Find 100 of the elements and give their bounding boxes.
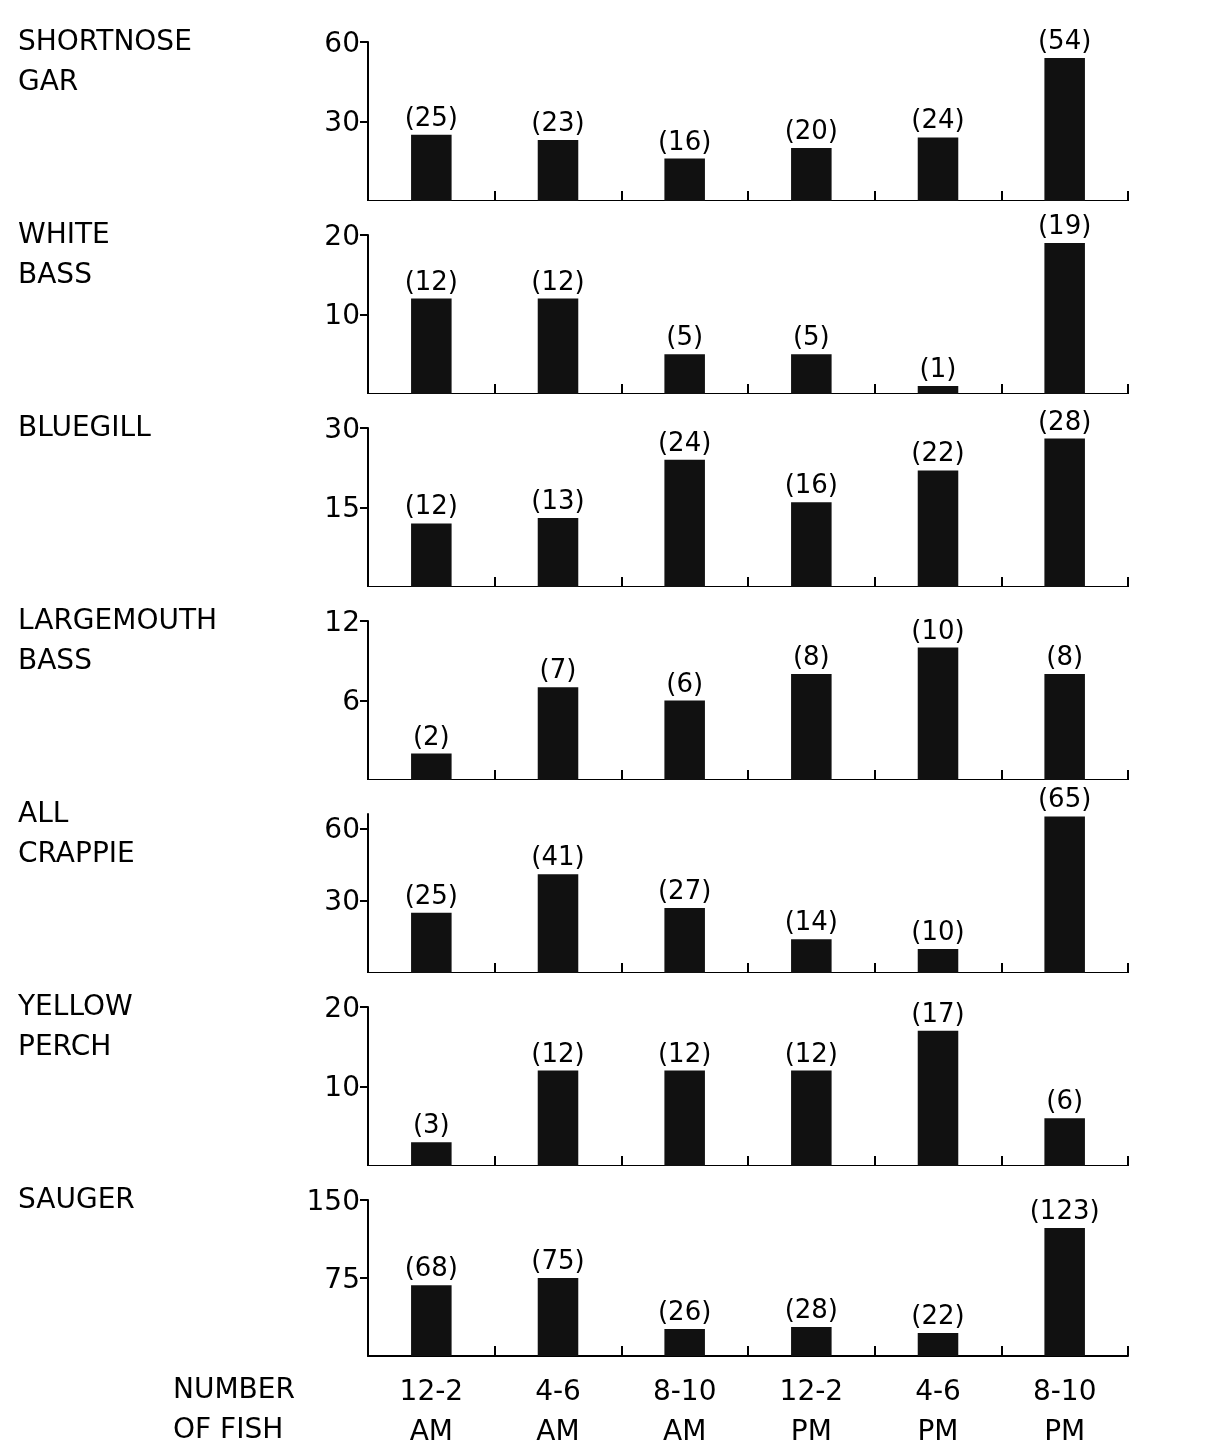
data-label: (7): [539, 654, 577, 685]
bar: [411, 753, 452, 780]
data-label: (27): [657, 874, 712, 905]
bar: [664, 700, 705, 780]
data-label: (6): [1046, 1085, 1084, 1116]
data-label: (10): [911, 915, 965, 946]
data-label: (5): [792, 321, 830, 352]
data-label: (28): [784, 1293, 839, 1324]
bar: [791, 674, 832, 780]
bar: [664, 1070, 705, 1166]
bar: [664, 1328, 705, 1356]
bar: [791, 354, 832, 394]
bar: [791, 1070, 832, 1166]
y-tick-label: 30: [324, 105, 360, 138]
y-axis-title: ALL CRAPPIE: [18, 795, 135, 869]
bar: [917, 470, 959, 587]
bar: [917, 386, 959, 394]
x-tick-label: 8-10 PM: [1032, 1373, 1097, 1446]
data-label: (54): [1037, 24, 1092, 55]
data-label: (19): [1037, 209, 1092, 240]
data-label: (14): [784, 906, 839, 937]
bar: [664, 158, 705, 201]
y-tick-label: 15: [324, 491, 360, 524]
data-label: (16): [657, 125, 712, 156]
bar: [411, 523, 452, 587]
x-tick-label: 12-2 PM: [779, 1373, 844, 1446]
bar: [917, 647, 959, 780]
bar: [1044, 438, 1085, 587]
data-label: (24): [657, 426, 712, 457]
data-label: (28): [1037, 405, 1092, 436]
data-label: (13): [531, 485, 585, 516]
bar: [537, 874, 579, 973]
bar: [917, 1333, 959, 1356]
data-label: (12): [657, 1037, 712, 1068]
y-tick-label: 60: [324, 811, 360, 845]
data-label: (12): [784, 1037, 839, 1068]
y-tick-label: 60: [324, 25, 360, 59]
bar: [411, 912, 452, 973]
bar: [917, 137, 959, 201]
data-label: (8): [1046, 641, 1084, 671]
bar: [1044, 1228, 1085, 1356]
bar: [537, 298, 579, 394]
bar: [791, 502, 832, 587]
data-label: (23): [531, 107, 585, 138]
y-axis-title: SHORTNOSE GAR: [18, 23, 192, 97]
data-label: (1): [919, 353, 957, 384]
bar: [791, 1326, 832, 1356]
bar: [537, 1070, 579, 1166]
y-axis-title: LARGEMOUTH BASS: [18, 602, 218, 676]
data-label: (12): [404, 490, 459, 521]
y-tick-label: 20: [324, 990, 360, 1024]
data-label: (12): [531, 265, 585, 296]
y-tick-label: 10: [324, 1070, 360, 1103]
bar: [791, 148, 832, 201]
text: NUMBER OF FISH: [173, 1371, 295, 1445]
bar: [664, 459, 705, 587]
data-label: (16): [784, 469, 839, 500]
x-tick-label: 4-6 PM: [915, 1373, 961, 1446]
data-label: (10): [911, 614, 965, 645]
data-label: (123): [1029, 1195, 1100, 1226]
bar: [411, 298, 452, 394]
data-label: (22): [911, 437, 965, 468]
data-label: (41): [531, 841, 585, 872]
bar: [664, 907, 705, 973]
data-label: (22): [911, 1300, 965, 1331]
data-label: (8): [792, 641, 830, 671]
bar: [411, 1142, 452, 1166]
bar: [1044, 242, 1085, 394]
y-tick-label: 12: [324, 604, 360, 638]
data-label: (6): [666, 667, 704, 698]
y-axis-title: WHITE BASS: [18, 216, 110, 290]
data-label: (5): [666, 321, 704, 352]
bar: [791, 939, 832, 973]
data-label: (2): [412, 720, 450, 751]
bar: [411, 1285, 452, 1356]
x-tick-label: 12-2 AM: [399, 1373, 464, 1446]
x-tick-label: 8-10 AM: [652, 1373, 717, 1446]
y-axis-title: YELLOW PERCH: [17, 988, 133, 1062]
data-label: (12): [531, 1037, 585, 1068]
x-tick-label: 4-6 AM: [535, 1373, 581, 1446]
bar: [917, 1030, 959, 1166]
bar: [1044, 674, 1085, 780]
data-label: (17): [911, 997, 965, 1028]
bar: [537, 687, 579, 780]
data-label: (12): [404, 265, 459, 296]
data-label: (26): [657, 1295, 712, 1326]
bar: [411, 134, 452, 201]
bar: [1044, 1118, 1085, 1166]
bar: [1044, 57, 1085, 201]
data-label: (68): [404, 1252, 459, 1283]
data-label: (75): [531, 1245, 585, 1275]
y-tick-label: 75: [324, 1261, 360, 1295]
bar: [664, 354, 705, 394]
data-label: (3): [412, 1109, 450, 1140]
data-label: (25): [404, 101, 459, 132]
data-label: (65): [1037, 783, 1092, 814]
y-tick-label: 6: [342, 684, 360, 717]
bar: [537, 518, 579, 587]
data-label: (25): [404, 879, 459, 910]
bar: [537, 140, 579, 201]
